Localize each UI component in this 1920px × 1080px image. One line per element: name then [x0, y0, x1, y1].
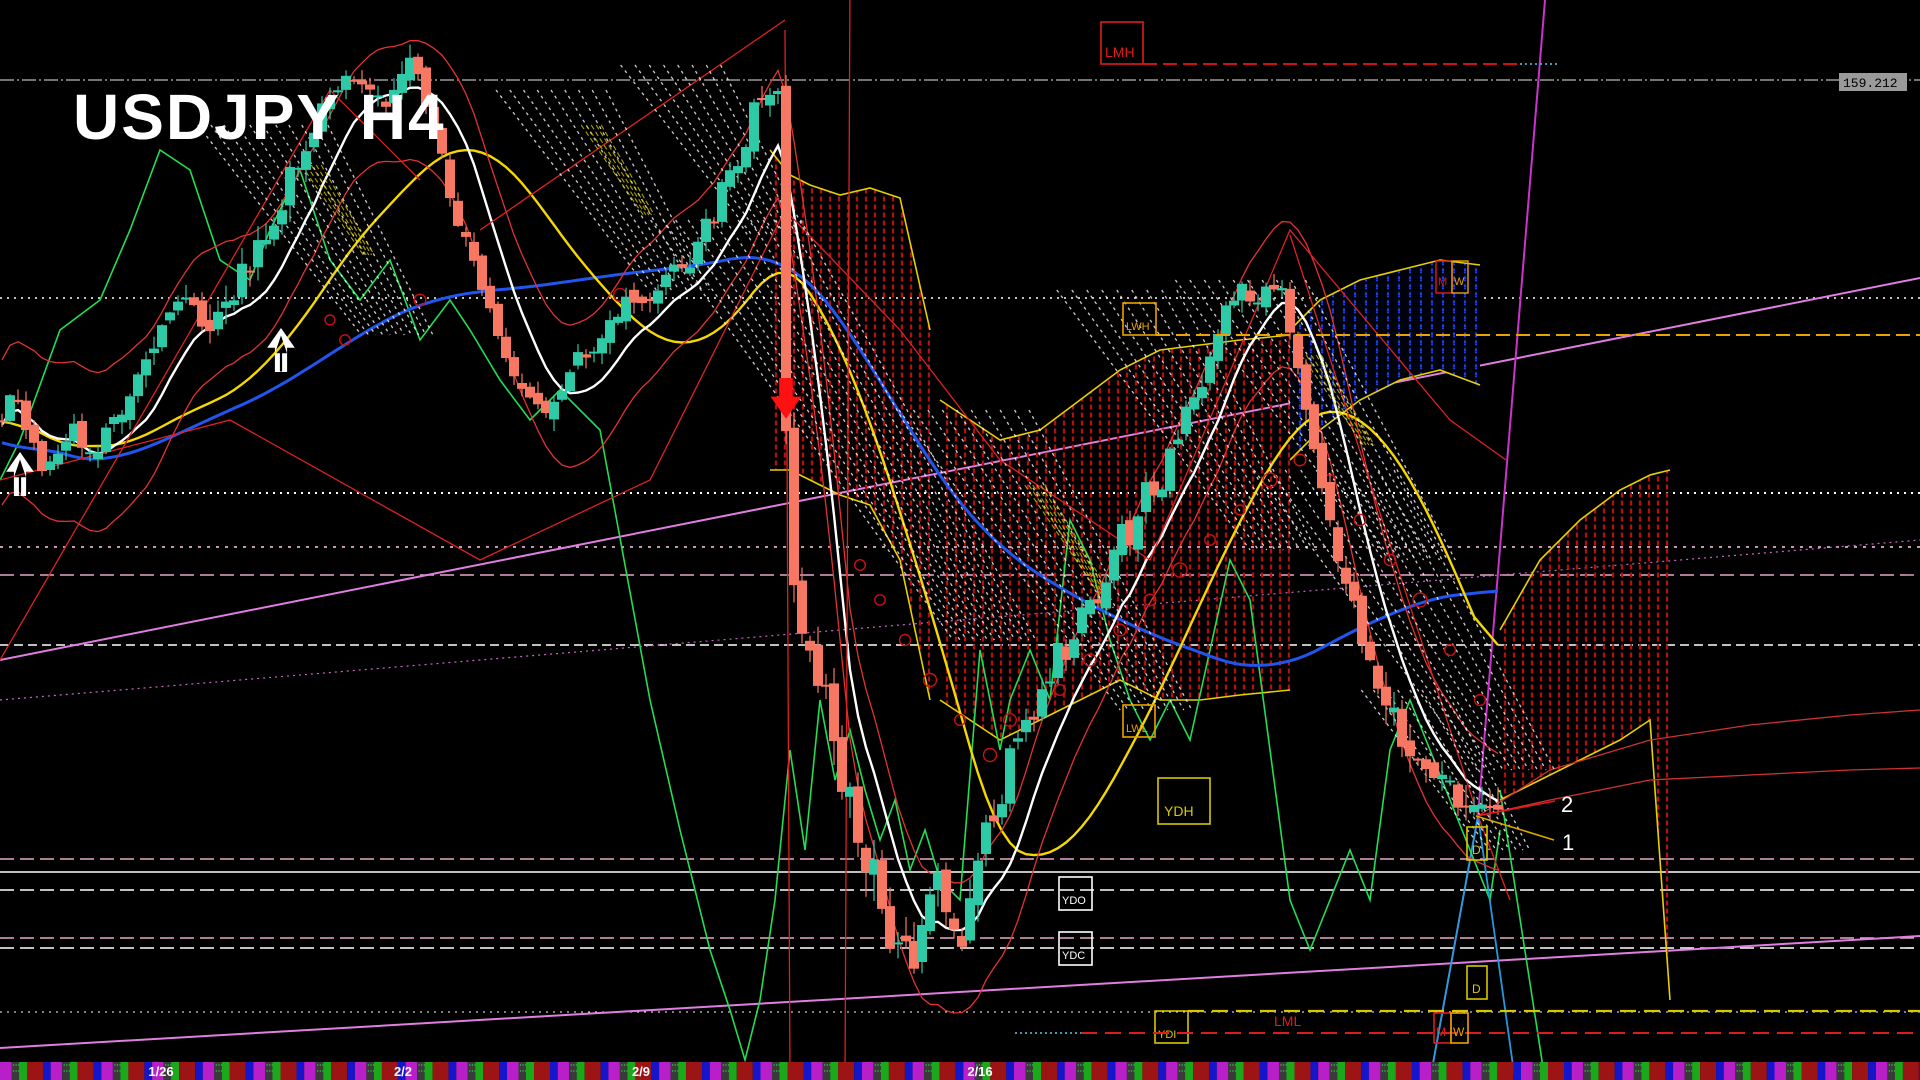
svg-text:W: W: [1454, 276, 1465, 288]
svg-text:D: D: [1472, 982, 1481, 996]
svg-text:M: M: [1438, 276, 1447, 288]
svg-text:YDH: YDH: [1164, 803, 1194, 819]
svg-text:D: D: [1472, 843, 1481, 857]
svg-text:2/16: 2/16: [967, 1064, 992, 1079]
svg-text:W: W: [1453, 1025, 1465, 1039]
svg-text:2: 2: [1561, 792, 1573, 817]
svg-text:LWH: LWH: [1126, 321, 1150, 333]
svg-text:2/2: 2/2: [394, 1064, 412, 1079]
svg-text:YDO: YDO: [1062, 895, 1086, 907]
svg-text:159.212: 159.212: [1843, 76, 1898, 91]
svg-text:M: M: [1436, 1025, 1446, 1039]
svg-text:YDI: YDI: [1158, 1029, 1176, 1041]
svg-text:1: 1: [1562, 830, 1574, 855]
svg-text:LMH: LMH: [1105, 44, 1135, 60]
svg-text:2/9: 2/9: [632, 1064, 650, 1079]
svg-text:LML: LML: [1274, 1013, 1301, 1029]
svg-text:1/26: 1/26: [148, 1064, 173, 1079]
svg-text:YDC: YDC: [1062, 950, 1085, 962]
svg-text:LWL: LWL: [1126, 723, 1148, 735]
